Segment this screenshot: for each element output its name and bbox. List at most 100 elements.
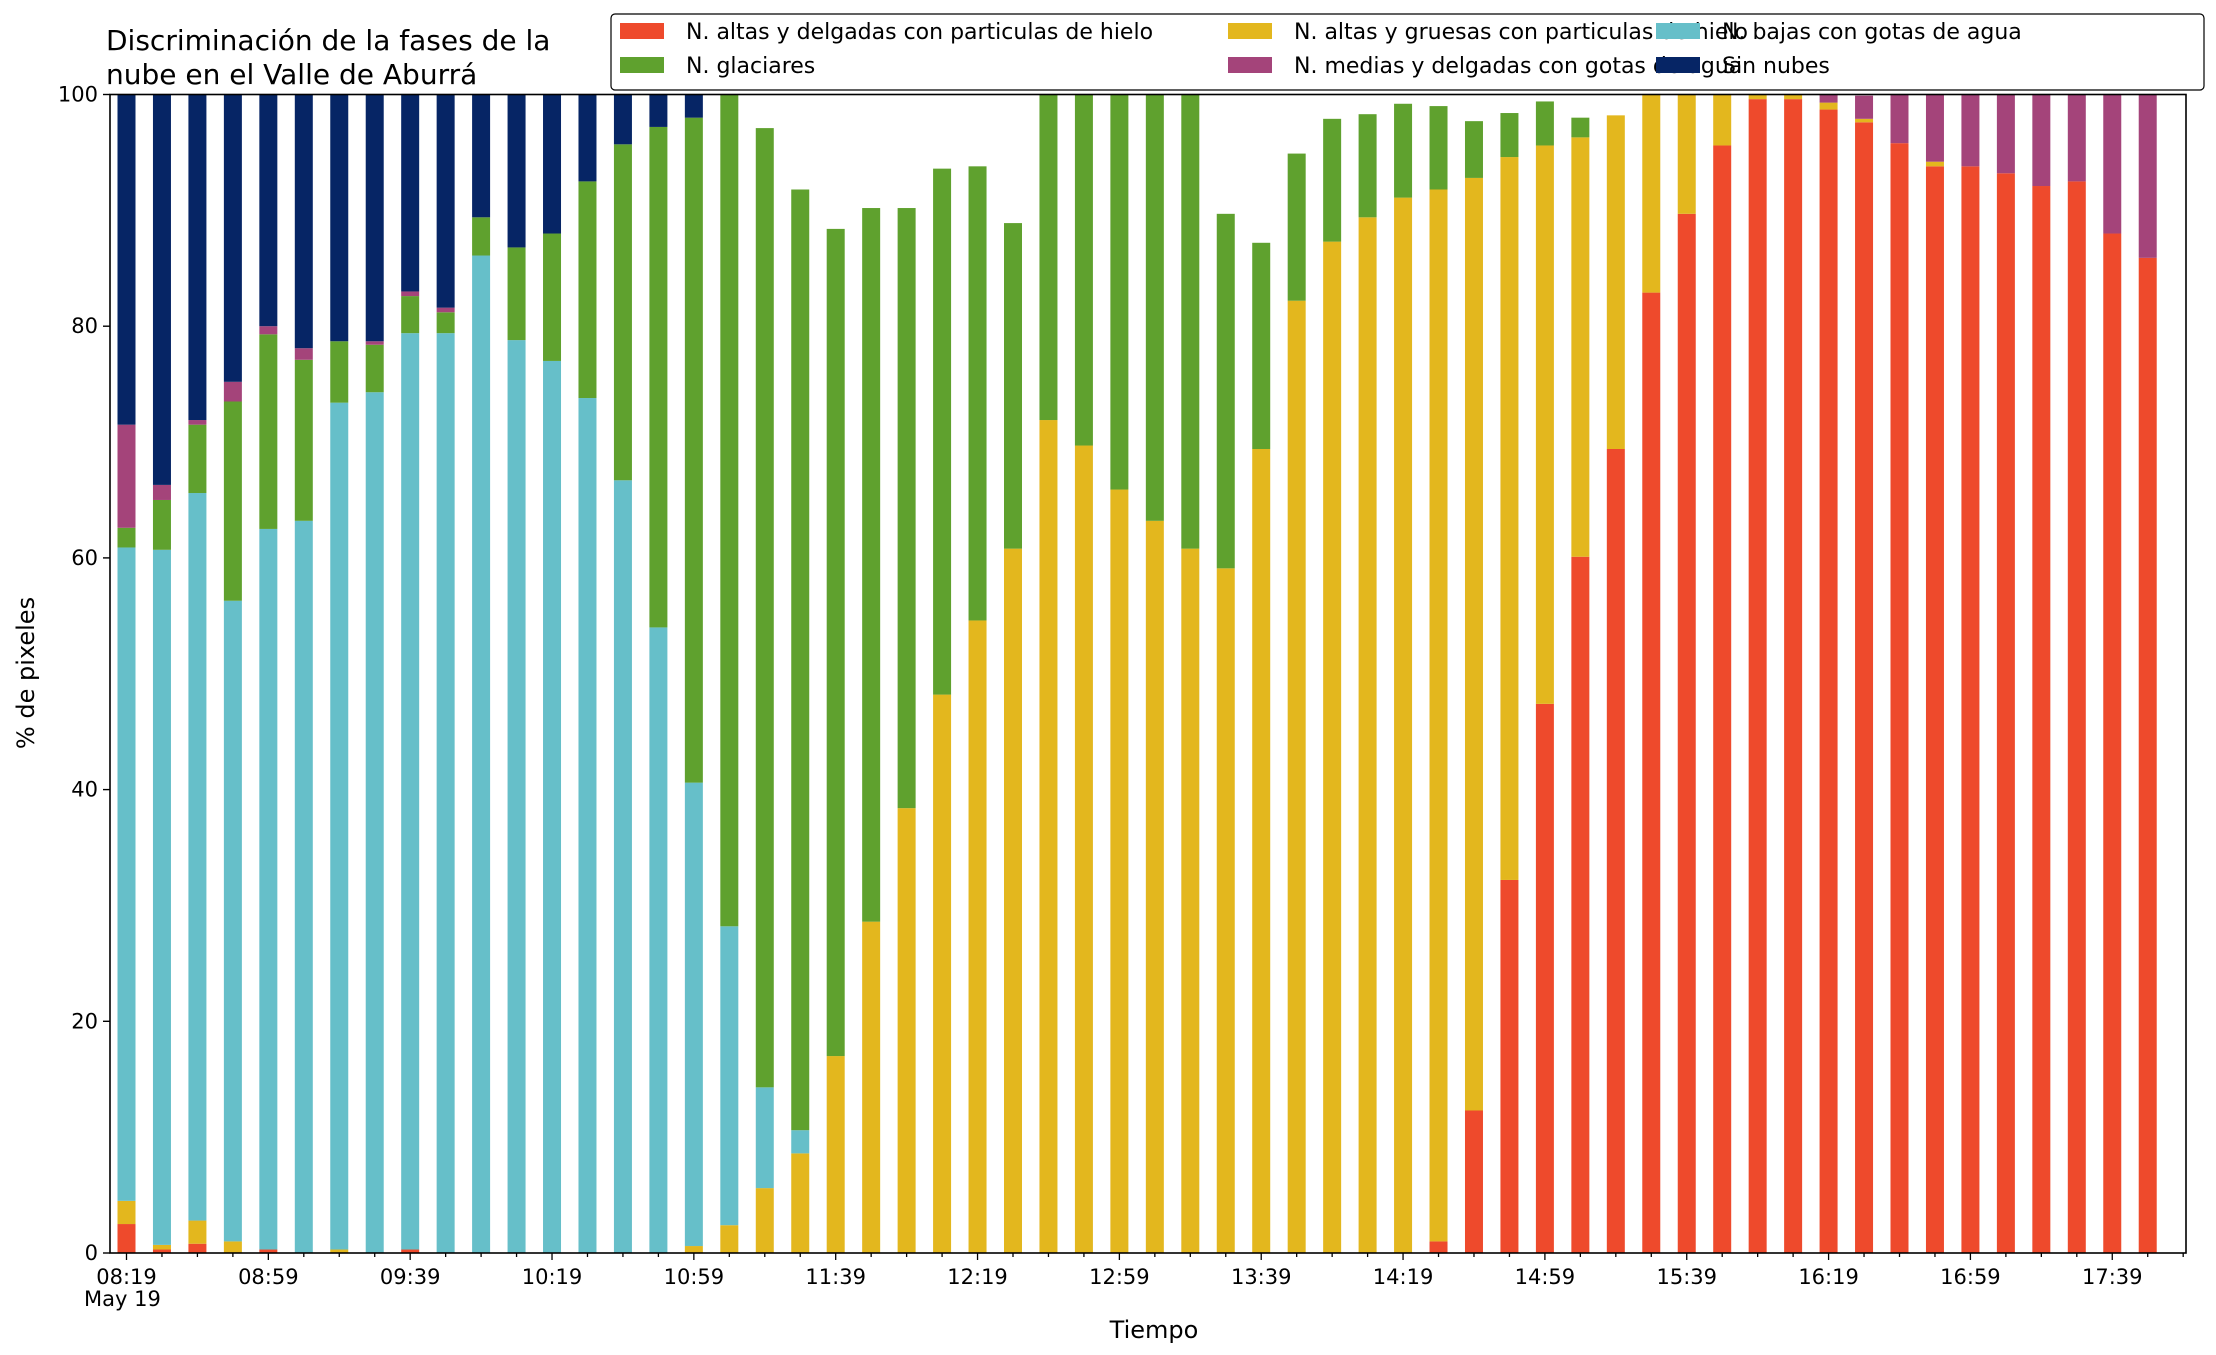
bar-segment-0-47 bbox=[1784, 99, 1803, 1253]
x-tick-label: 16:19 bbox=[1798, 1265, 1859, 1289]
bar-segment-4-1 bbox=[152, 484, 171, 500]
bar-segment-1-49 bbox=[1855, 118, 1874, 123]
bar-segment-4-5 bbox=[294, 348, 313, 360]
bar-segment-3-8 bbox=[401, 296, 420, 334]
bar-segment-3-9 bbox=[436, 312, 455, 334]
bar-segment-3-22 bbox=[897, 208, 916, 809]
bar-segment-0-48 bbox=[1819, 109, 1838, 1253]
bar-segment-3-37 bbox=[1429, 106, 1448, 190]
bar-segment-1-38 bbox=[1464, 177, 1483, 1111]
bar-segment-3-7 bbox=[365, 344, 384, 393]
bar-segment-4-55 bbox=[2067, 94, 2086, 182]
bar-segment-2-10 bbox=[472, 255, 491, 1253]
legend-box bbox=[610, 13, 2205, 91]
bar-segment-3-41 bbox=[1571, 117, 1590, 138]
bar-segment-0-45 bbox=[1713, 145, 1732, 1254]
bar-segment-3-14 bbox=[613, 144, 632, 481]
legend-swatch-1 bbox=[1228, 23, 1272, 39]
legend-label-0: N. altas y delgadas con particulas de hi… bbox=[686, 20, 1153, 45]
bar-segment-5-5 bbox=[294, 94, 313, 349]
bar-segment-3-19 bbox=[791, 189, 810, 1131]
bar-segment-0-52 bbox=[1961, 166, 1980, 1254]
bar-segment-3-27 bbox=[1074, 94, 1093, 446]
bar-segment-0-51 bbox=[1925, 166, 1944, 1254]
bars-group bbox=[117, 94, 2157, 1254]
bar-segment-1-47 bbox=[1784, 94, 1803, 100]
legend-swatch-2 bbox=[1656, 23, 1700, 39]
bar-segment-0-46 bbox=[1748, 99, 1767, 1253]
y-axis-label: % de pixeles bbox=[12, 597, 40, 749]
legend-swatch-3 bbox=[620, 57, 664, 73]
bar-segment-3-0 bbox=[117, 527, 136, 548]
bar-segment-1-0 bbox=[117, 1200, 136, 1225]
bar-segment-2-17 bbox=[720, 926, 739, 1226]
bar-segment-5-13 bbox=[578, 94, 597, 182]
bar-segment-2-14 bbox=[613, 480, 632, 1253]
x-axis: 08:19 08:59 09:39 10:19 10:59 11:39 12:19 12:59… bbox=[96, 1253, 2184, 1289]
bar-segment-3-33 bbox=[1287, 153, 1306, 301]
bar-segment-2-8 bbox=[401, 333, 420, 1250]
bar-segment-5-6 bbox=[330, 94, 349, 342]
bar-segment-2-2 bbox=[188, 493, 207, 1221]
bar-segment-1-34 bbox=[1323, 241, 1342, 1253]
bar-segment-0-8 bbox=[401, 1249, 420, 1253]
bar-segment-2-18 bbox=[755, 1087, 774, 1189]
bar-segment-1-23 bbox=[933, 694, 952, 1253]
bar-segment-4-49 bbox=[1855, 95, 1874, 119]
bar-segment-5-14 bbox=[613, 94, 632, 145]
x-tick-label: 16:59 bbox=[1940, 1265, 2001, 1289]
bar-segment-0-56 bbox=[2103, 233, 2122, 1253]
bar-segment-2-12 bbox=[543, 360, 562, 1253]
bar-segment-0-1 bbox=[152, 1249, 171, 1253]
bar-segment-1-17 bbox=[720, 1225, 739, 1253]
legend-label-5: Sin nubes bbox=[1722, 54, 1830, 79]
legend-label-2: N. bajas con gotas de agua bbox=[1722, 20, 2022, 45]
bar-segment-3-34 bbox=[1323, 118, 1342, 242]
bar-segment-4-48 bbox=[1819, 94, 1838, 103]
bar-segment-2-9 bbox=[436, 333, 455, 1253]
bar-segment-1-31 bbox=[1216, 568, 1235, 1253]
bar-segment-0-53 bbox=[1996, 173, 2015, 1253]
y-tick-label: 80 bbox=[71, 314, 98, 338]
bar-segment-5-1 bbox=[152, 94, 171, 485]
bar-segment-0-44 bbox=[1677, 213, 1696, 1254]
bar-segment-1-25 bbox=[1004, 548, 1022, 1253]
bar-segment-3-13 bbox=[578, 181, 597, 399]
bar-segment-1-42 bbox=[1606, 115, 1625, 449]
bar-segment-0-49 bbox=[1855, 122, 1874, 1253]
bar-segment-3-6 bbox=[330, 341, 349, 403]
bar-segment-3-31 bbox=[1216, 213, 1235, 569]
x-tick-label: 11:39 bbox=[805, 1265, 866, 1289]
bar-segment-1-16 bbox=[684, 1246, 703, 1253]
y-tick-label: 100 bbox=[58, 83, 98, 107]
bar-segment-2-16 bbox=[684, 782, 703, 1247]
bar-segment-4-56 bbox=[2103, 94, 2122, 234]
x-tick-label: 09:39 bbox=[380, 1265, 441, 1289]
bar-segment-3-36 bbox=[1394, 103, 1413, 198]
bar-segment-0-38 bbox=[1464, 1110, 1483, 1253]
bar-segment-3-15 bbox=[649, 126, 668, 628]
bar-segment-1-24 bbox=[968, 620, 987, 1253]
bar-segment-3-32 bbox=[1252, 242, 1271, 449]
y-tick-label: 20 bbox=[71, 1009, 98, 1033]
bar-segment-2-6 bbox=[330, 402, 349, 1250]
bar-segment-4-54 bbox=[2032, 94, 2051, 187]
bar-segment-2-1 bbox=[152, 549, 171, 1245]
bar-segment-0-55 bbox=[2067, 181, 2086, 1253]
plot-frame bbox=[109, 93, 2187, 1254]
bar-segment-0-50 bbox=[1890, 143, 1909, 1253]
bar-segment-4-9 bbox=[436, 307, 455, 313]
bar-segment-5-2 bbox=[188, 94, 207, 421]
bar-segment-0-43 bbox=[1642, 292, 1661, 1254]
bar-segment-3-11 bbox=[507, 247, 526, 341]
bar-segment-2-0 bbox=[117, 547, 136, 1201]
bar-segment-1-36 bbox=[1394, 197, 1413, 1254]
y-tick-label: 40 bbox=[71, 778, 98, 802]
legend-swatch-0 bbox=[620, 23, 664, 39]
bar-segment-4-51 bbox=[1925, 94, 1944, 162]
bar-segment-1-21 bbox=[862, 921, 881, 1253]
bar-segment-5-0 bbox=[117, 94, 136, 425]
x-tick-label: 12:19 bbox=[947, 1265, 1008, 1289]
bar-segment-3-12 bbox=[543, 233, 562, 361]
